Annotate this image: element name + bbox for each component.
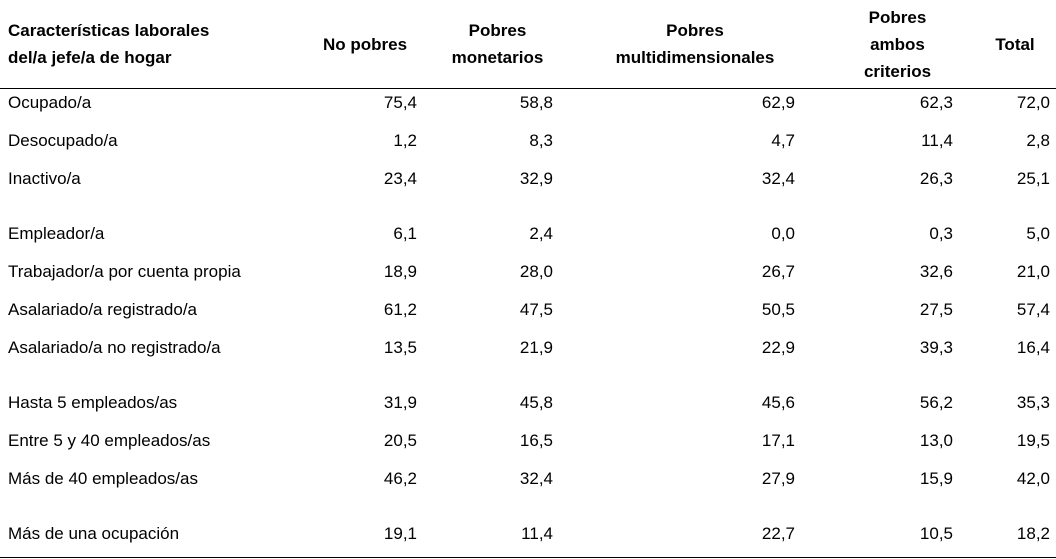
cell-value: 6,1 xyxy=(393,224,417,243)
row-label: Entre 5 y 40 empleados/as xyxy=(8,431,211,450)
cell-value: 22,7 xyxy=(761,524,795,543)
header-line: Pobres xyxy=(468,21,527,40)
cell-value: 0,0 xyxy=(771,224,795,243)
cell-value: 19,1 xyxy=(383,524,417,543)
bottom-rule xyxy=(0,557,1056,558)
cell-value: 13,5 xyxy=(383,338,417,357)
row-label: Hasta 5 empleados/as xyxy=(8,393,178,412)
cell-value: 11,4 xyxy=(521,524,553,543)
cell-value: 22,9 xyxy=(761,338,795,357)
cell-value: 32,4 xyxy=(761,169,795,188)
row-label: Ocupado/a xyxy=(8,93,92,112)
cell-value: 21,0 xyxy=(1016,262,1050,281)
cell-value: 17,1 xyxy=(761,431,795,450)
cell-value: 18,2 xyxy=(1016,524,1050,543)
cell-value: 32,4 xyxy=(519,469,553,488)
cell-value: 27,5 xyxy=(919,300,953,319)
cell-value: 16,4 xyxy=(1016,338,1050,357)
cell-value: 20,5 xyxy=(383,431,417,450)
cell-value: 13,0 xyxy=(919,431,953,450)
row-label: Trabajador/a por cuenta propia xyxy=(8,262,241,281)
header-line: Total xyxy=(995,34,1035,54)
cell-value: 50,5 xyxy=(761,300,795,319)
cell-value: 32,6 xyxy=(919,262,953,281)
cell-value: 28,0 xyxy=(519,262,553,281)
cell-value: 31,9 xyxy=(383,393,417,412)
row-label: Inactivo/a xyxy=(8,169,81,188)
cell-value: 61,2 xyxy=(383,300,417,319)
cell-value: 8,3 xyxy=(529,131,553,150)
cell-value: 23,4 xyxy=(383,169,417,188)
header-line: Características laborales xyxy=(8,21,210,40)
header-line: criterios xyxy=(863,61,932,81)
cell-value: 56,2 xyxy=(919,393,953,412)
cell-value: 1,2 xyxy=(393,131,417,150)
cell-value: 47,5 xyxy=(519,300,553,319)
cell-value: 58,8 xyxy=(519,93,553,112)
cell-value: 21,9 xyxy=(519,338,553,357)
cell-value: 27,9 xyxy=(761,469,795,488)
cell-value: 26,7 xyxy=(761,262,795,281)
header-line: ambos xyxy=(870,34,925,54)
cell-value: 62,3 xyxy=(919,93,953,112)
header-line: Pobres xyxy=(868,7,927,27)
header-line: del/a jefe/a de hogar xyxy=(8,48,172,67)
cell-value: 75,4 xyxy=(383,93,417,112)
cell-value: 35,3 xyxy=(1016,393,1050,412)
cell-value: 19,5 xyxy=(1016,431,1050,450)
cell-value: 2,4 xyxy=(529,224,553,243)
cell-value: 42,0 xyxy=(1016,469,1050,488)
row-label: Asalariado/a no registrado/a xyxy=(8,338,221,357)
column-header: Pobres multidimensionales xyxy=(590,0,800,88)
row-label: Empleador/a xyxy=(8,224,105,243)
header-line: multidimensionales xyxy=(615,48,775,67)
cell-value: 15,9 xyxy=(919,469,953,488)
header-line: No pobres xyxy=(322,34,408,54)
cell-value: 16,5 xyxy=(519,431,553,450)
column-header: Pobres monetarios xyxy=(430,0,565,88)
row-label: Más de una ocupación xyxy=(8,524,180,543)
column-header: Total xyxy=(975,0,1055,88)
cell-value: 46,2 xyxy=(383,469,417,488)
cell-value: 0,3 xyxy=(929,224,953,243)
cell-value: 10,5 xyxy=(919,524,953,543)
column-header: No pobres xyxy=(305,0,425,88)
cell-value: 5,0 xyxy=(1026,224,1050,243)
row-label: Más de 40 empleados/as xyxy=(8,469,198,488)
cell-value: 57,4 xyxy=(1016,300,1050,319)
cell-value: 25,1 xyxy=(1016,169,1050,188)
header-line: monetarios xyxy=(451,48,544,67)
cell-value: 26,3 xyxy=(919,169,953,188)
column-header: Pobres ambos criterios xyxy=(840,0,955,88)
cell-value: 32,9 xyxy=(519,169,553,188)
cell-value: 4,7 xyxy=(771,131,795,150)
cell-value: 72,0 xyxy=(1016,93,1050,112)
cell-value: 45,8 xyxy=(519,393,553,412)
cell-value: 2,8 xyxy=(1026,131,1050,150)
cell-value: 45,6 xyxy=(761,393,795,412)
header-line: Pobres xyxy=(666,21,724,40)
cell-value: 39,3 xyxy=(919,338,953,357)
column-header: Características laborales del/a jefe/a de… xyxy=(8,0,308,88)
cell-value: 11,4 xyxy=(921,131,953,150)
cell-value: 18,9 xyxy=(383,262,417,281)
row-label: Desocupado/a xyxy=(8,131,118,150)
cell-value: 62,9 xyxy=(761,93,795,112)
row-label: Asalariado/a registrado/a xyxy=(8,300,198,319)
header-rule xyxy=(0,88,1056,89)
